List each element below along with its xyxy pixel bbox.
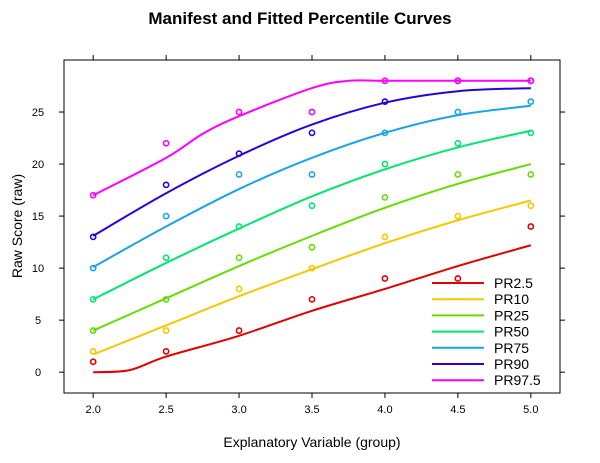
point-pr10 xyxy=(89,347,97,355)
point-pr2-5 xyxy=(308,295,316,303)
x-tick-label: 4.0 xyxy=(377,404,392,416)
point-pr50 xyxy=(527,129,535,137)
y-tick-label: 20 xyxy=(32,159,44,171)
chart-title: Manifest and Fitted Percentile Curves xyxy=(148,9,451,28)
point-pr10 xyxy=(308,264,316,272)
point-pr25 xyxy=(162,295,170,303)
point-pr75 xyxy=(235,171,243,178)
point-pr2-5 xyxy=(454,275,462,282)
x-tick-label: 3.5 xyxy=(304,404,319,416)
point-pr50 xyxy=(235,223,243,230)
legend-label: PR97.5 xyxy=(494,372,541,388)
point-pr2-5 xyxy=(527,223,535,230)
point-pr2-5 xyxy=(235,327,243,334)
point-pr25 xyxy=(235,254,243,262)
legend-label: PR10 xyxy=(494,291,529,307)
fitted-curves xyxy=(92,79,532,374)
point-pr90 xyxy=(235,150,243,158)
point-pr10 xyxy=(235,285,243,293)
point-pr25 xyxy=(308,243,316,251)
point-pr10 xyxy=(381,233,389,241)
point-pr10 xyxy=(454,212,462,220)
y-axis-label: Raw Score (raw) xyxy=(9,174,25,278)
curve-pr90 xyxy=(92,87,531,237)
point-pr75 xyxy=(527,98,535,106)
point-pr50 xyxy=(454,139,462,147)
point-pr10 xyxy=(162,327,170,334)
point-pr97-5 xyxy=(527,77,535,85)
point-pr2-5 xyxy=(381,275,389,282)
legend-label: PR75 xyxy=(494,340,529,356)
y-tick-label: 0 xyxy=(35,367,41,379)
point-pr97-5 xyxy=(308,108,316,116)
point-pr75 xyxy=(454,108,462,116)
legend-label: PR90 xyxy=(494,356,529,372)
point-pr50 xyxy=(381,160,389,168)
x-tick-label: 4.5 xyxy=(450,404,465,416)
point-pr2-5 xyxy=(89,358,97,366)
y-tick-label: 10 xyxy=(32,263,44,275)
point-pr90 xyxy=(308,129,316,137)
x-axis: 2.0 2.5 3.0 3.5 4.0 4.5 5.0 xyxy=(86,55,538,416)
point-pr75 xyxy=(89,264,97,272)
point-pr25 xyxy=(381,193,389,201)
point-pr90 xyxy=(89,233,97,241)
point-pr75 xyxy=(381,129,389,137)
legend-label: PR2.5 xyxy=(494,275,533,291)
point-pr97-5 xyxy=(454,77,462,85)
point-pr25 xyxy=(454,171,462,178)
y-tick-label: 25 xyxy=(32,107,44,119)
curve-pr50 xyxy=(92,129,532,301)
y-tick-label: 15 xyxy=(32,211,44,223)
curve-pr2-5 xyxy=(93,244,532,374)
point-pr97-5 xyxy=(89,191,97,199)
legend-label: PR50 xyxy=(494,324,529,340)
point-pr25 xyxy=(527,171,535,178)
point-pr10 xyxy=(527,202,535,210)
point-pr50 xyxy=(308,202,316,210)
manifest-points xyxy=(89,77,535,366)
y-axis: 0 5 10 15 20 25 xyxy=(32,107,565,379)
x-axis-label: Explanatory Variable (group) xyxy=(223,434,400,450)
point-pr97-5 xyxy=(235,108,243,116)
point-pr2-5 xyxy=(162,347,170,355)
point-pr50 xyxy=(89,295,97,303)
point-pr97-5 xyxy=(381,77,389,85)
point-pr75 xyxy=(162,212,170,220)
x-tick-label: 2.0 xyxy=(86,404,101,416)
point-pr97-5 xyxy=(162,139,170,147)
y-tick-label: 5 xyxy=(35,315,41,327)
x-tick-label: 2.5 xyxy=(158,404,173,416)
legend-label: PR25 xyxy=(494,307,529,323)
point-pr90 xyxy=(162,181,170,189)
x-tick-label: 5.0 xyxy=(523,404,538,416)
curve-pr25 xyxy=(92,163,532,332)
point-pr75 xyxy=(308,171,316,178)
x-tick-label: 3.0 xyxy=(231,404,246,416)
point-pr25 xyxy=(89,327,97,334)
curve-pr97-5 xyxy=(92,79,531,197)
point-pr90 xyxy=(381,98,389,106)
curve-pr10 xyxy=(92,199,532,356)
point-pr50 xyxy=(162,254,170,262)
